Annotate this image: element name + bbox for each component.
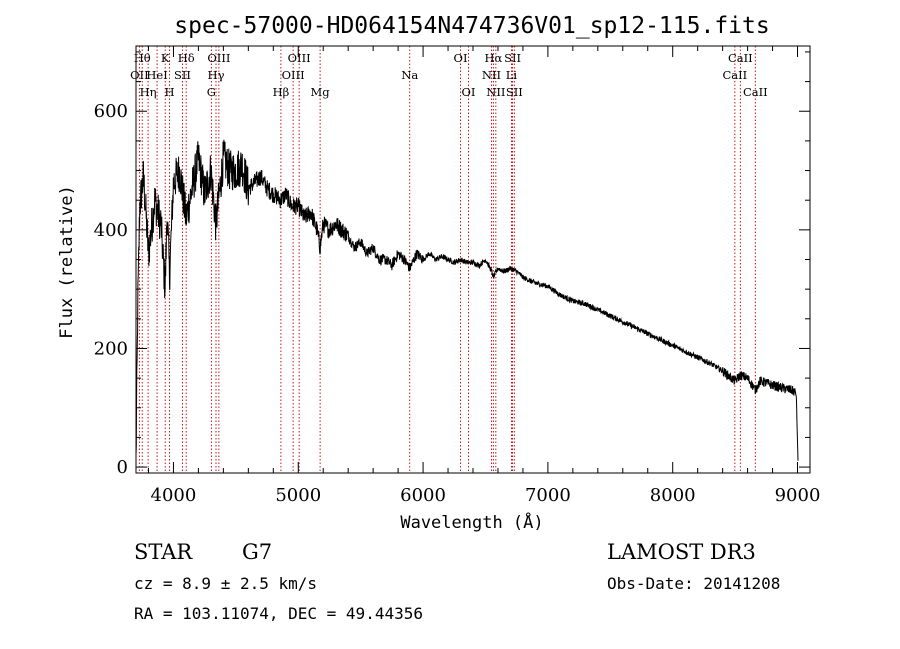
emission-line-label: Hγ [208, 68, 225, 82]
x-tick-label: 9000 [775, 485, 821, 506]
emission-line-label: Hδ [178, 51, 195, 65]
y-tick-label: 600 [94, 101, 128, 122]
y-tick-label: 400 [94, 220, 128, 241]
emission-line-label: CaII [743, 85, 768, 99]
survey-name: LAMOST DR3 [607, 540, 756, 564]
emission-line-label: OI [454, 51, 468, 65]
x-tick-label: 6000 [400, 485, 446, 506]
y-tick-label: 0 [117, 457, 128, 478]
emission-line-label: OIII [288, 51, 311, 65]
emission-line-label: Li [506, 68, 518, 82]
y-axis-label: Flux (relative) [57, 185, 77, 339]
emission-line-label: Mg [311, 85, 331, 99]
object-class: STAR [134, 540, 193, 564]
x-tick-label: 7000 [525, 485, 571, 506]
x-axis-ticks: 4000 5000 6000 7000 8000 9000 [147, 46, 821, 506]
x-tick-label: 4000 [151, 485, 197, 506]
x-axis-label: Wavelength (Å) [400, 511, 543, 533]
spectrum-line [135, 139, 799, 461]
emission-line-label: OII [130, 68, 149, 82]
emission-line-label: SII [504, 51, 521, 65]
emission-line-label: Hη [140, 85, 157, 99]
emission-line-label: CaII [728, 51, 753, 65]
emission-line-label: Hα [484, 51, 502, 65]
emission-line-label: G [207, 85, 216, 99]
emission-line-label: K [161, 51, 170, 65]
emission-line-label: HeI [146, 68, 167, 82]
coordinates: RA = 103.11074, DEC = 49.44356 [134, 604, 423, 623]
object-subclass: G7 [242, 540, 272, 564]
redshift-velocity: cz = 8.9 ± 2.5 km/s [134, 574, 317, 593]
emission-line-label: OIII [207, 51, 230, 65]
emission-line-label: NII [482, 68, 501, 82]
emission-line-label: CaII [722, 68, 747, 82]
observation-date: Obs-Date: 20141208 [607, 574, 780, 593]
emission-line-label: H [165, 85, 175, 99]
emission-line-label: SII [506, 85, 523, 99]
emission-line-label: Hθ [134, 51, 151, 65]
y-tick-label: 200 [94, 338, 128, 359]
emission-line-label: SII [174, 68, 191, 82]
emission-line-label: OI [462, 85, 476, 99]
chart-title: spec-57000-HD064154N474736V01_sp12-115.f… [174, 13, 769, 39]
y-axis-ticks: 0 200 400 600 [94, 51, 810, 478]
emission-line-label: NII [486, 85, 505, 99]
emission-line-label: OIII [282, 68, 305, 82]
emission-line-label: Hβ [273, 85, 290, 99]
x-tick-label: 5000 [275, 485, 321, 506]
emission-line-label: Na [401, 68, 418, 82]
x-tick-label: 8000 [650, 485, 696, 506]
emission-line-labels: OII Hθ Hη HeI K H SII Hδ G Hγ OIII Hβ OIII OIII Mg Na OI… [130, 51, 768, 99]
